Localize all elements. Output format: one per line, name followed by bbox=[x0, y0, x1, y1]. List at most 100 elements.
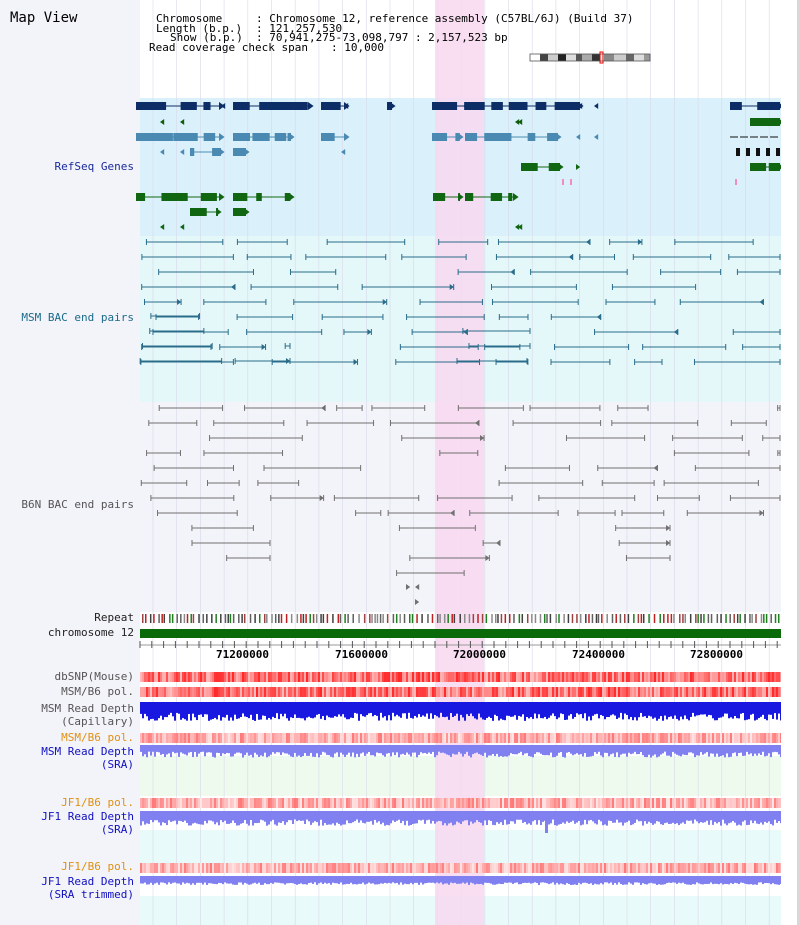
read-depth-bar bbox=[726, 702, 728, 714]
polymorphism-cell bbox=[276, 798, 278, 808]
polymorphism-cell bbox=[182, 672, 184, 682]
read-depth-bar bbox=[660, 811, 662, 825]
polymorphism-cell bbox=[448, 798, 450, 808]
polymorphism-cell bbox=[486, 863, 488, 873]
read-depth-bar bbox=[258, 745, 260, 757]
polymorphism-cell bbox=[222, 733, 224, 743]
read-depth-bar bbox=[598, 745, 600, 752]
read-depth-bar bbox=[314, 876, 316, 883]
read-depth-bar bbox=[442, 702, 444, 717]
read-depth-bar bbox=[594, 811, 596, 824]
read-depth-bar bbox=[392, 811, 394, 821]
read-depth-bar bbox=[654, 876, 656, 884]
polymorphism-cell bbox=[284, 687, 286, 697]
polymorphism-cell bbox=[572, 863, 574, 873]
polymorphism-cell bbox=[628, 733, 630, 743]
polymorphism-cell bbox=[440, 863, 442, 873]
read-depth-bar bbox=[280, 702, 282, 714]
polymorphism-cell bbox=[358, 672, 360, 682]
read-depth-bar bbox=[148, 811, 150, 824]
polymorphism-cell bbox=[510, 863, 512, 873]
polymorphism-cell bbox=[640, 733, 642, 743]
polymorphism-cell bbox=[414, 863, 416, 873]
polymorphism-cell bbox=[442, 672, 444, 682]
read-depth-bar bbox=[728, 876, 730, 885]
polymorphism-cell bbox=[628, 798, 630, 808]
polymorphism-cell bbox=[300, 863, 302, 873]
repeat-element bbox=[720, 614, 722, 623]
polymorphism-cell bbox=[550, 863, 552, 873]
read-depth-bar bbox=[368, 745, 370, 752]
read-depth-bar bbox=[238, 745, 240, 753]
polymorphism-cell bbox=[438, 687, 440, 697]
polymorphism-cell bbox=[218, 672, 220, 682]
polymorphism-cell bbox=[190, 687, 192, 697]
polymorphism-cell bbox=[564, 687, 566, 697]
polymorphism-cell bbox=[692, 733, 694, 743]
read-depth-bar bbox=[620, 745, 622, 755]
read-depth-bar bbox=[650, 702, 652, 717]
read-depth-bar bbox=[748, 811, 750, 825]
polymorphism-cell bbox=[720, 733, 722, 743]
read-depth-bar bbox=[534, 811, 536, 821]
read-depth-bar bbox=[630, 876, 632, 884]
read-depth-bar bbox=[156, 811, 158, 821]
polymorphism-cell bbox=[400, 798, 402, 808]
polymorphism-cell bbox=[504, 687, 506, 697]
polymorphism-cell bbox=[690, 863, 692, 873]
read-depth-bar bbox=[480, 876, 482, 884]
track-label-b6n-bac[interactable]: B6N BAC end pairs bbox=[21, 498, 134, 511]
read-depth-bar bbox=[214, 702, 216, 718]
repeat-element bbox=[320, 614, 322, 623]
read-depth-bar bbox=[316, 876, 318, 885]
bac-end-marker bbox=[568, 254, 573, 260]
polymorphism-cell bbox=[254, 687, 256, 697]
read-depth-bar bbox=[184, 745, 186, 755]
read-depth-bar bbox=[336, 811, 338, 823]
read-depth-bar bbox=[546, 702, 548, 720]
read-depth-bar bbox=[342, 876, 344, 885]
read-depth-bar bbox=[566, 876, 568, 884]
read-depth-bar bbox=[686, 811, 688, 821]
polymorphism-cell bbox=[162, 733, 164, 743]
read-depth-bar bbox=[238, 876, 240, 883]
polymorphism-cell bbox=[504, 672, 506, 682]
read-depth-bar bbox=[142, 702, 144, 719]
read-depth-bar bbox=[508, 811, 510, 825]
read-depth-bar bbox=[228, 876, 230, 884]
polymorphism-cell bbox=[778, 863, 780, 873]
polymorphism-cell bbox=[380, 687, 382, 697]
read-depth-bar bbox=[260, 745, 262, 756]
polymorphism-cell bbox=[378, 672, 380, 682]
read-depth-bar bbox=[286, 811, 288, 823]
track-label-msm-bac[interactable]: MSM BAC end pairs bbox=[21, 311, 134, 324]
polymorphism-cell bbox=[452, 733, 454, 743]
read-depth-bar bbox=[366, 745, 368, 754]
polymorphism-cell bbox=[702, 672, 704, 682]
read-depth-bar bbox=[180, 702, 182, 720]
polymorphism-cell bbox=[612, 687, 614, 697]
read-depth-bar bbox=[494, 702, 496, 715]
repeat-element bbox=[161, 614, 163, 623]
read-depth-bar bbox=[352, 702, 354, 718]
read-depth-bar bbox=[512, 876, 514, 884]
read-depth-bar bbox=[232, 876, 234, 885]
gene-strand-arrow bbox=[458, 133, 464, 141]
polymorphism-cell bbox=[328, 733, 330, 743]
polymorphism-cell bbox=[742, 798, 744, 808]
read-depth-bar bbox=[290, 876, 292, 883]
polymorphism-cell bbox=[222, 687, 224, 697]
read-depth-bar bbox=[730, 811, 732, 823]
polymorphism-cell bbox=[470, 863, 472, 873]
track-label-refseq[interactable]: RefSeq Genes bbox=[54, 160, 134, 173]
read-depth-bar bbox=[188, 745, 190, 753]
polymorphism-cell bbox=[312, 798, 314, 808]
polymorphism-cell bbox=[362, 863, 364, 873]
read-depth-bar bbox=[754, 745, 756, 754]
read-depth-bar bbox=[222, 811, 224, 823]
polymorphism-cell bbox=[544, 733, 546, 743]
read-depth-bar bbox=[668, 811, 670, 824]
polymorphism-cell bbox=[230, 672, 232, 682]
repeat-element bbox=[624, 614, 626, 623]
